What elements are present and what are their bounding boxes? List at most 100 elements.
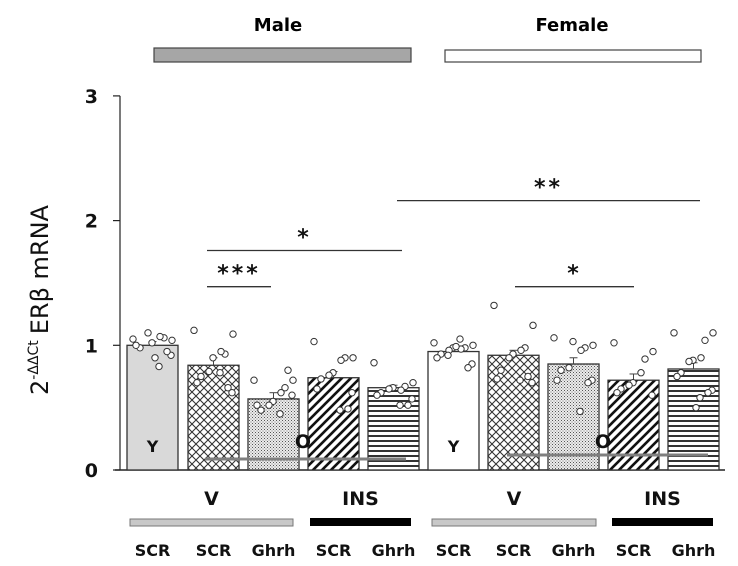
data-point [349, 354, 357, 362]
y-axis-label: 2-ΔΔCt ERβ mRNA [26, 204, 54, 395]
data-point [257, 406, 265, 414]
y-tick-label: 1 [85, 335, 98, 357]
treatment-label: INS [342, 488, 379, 510]
data-point [452, 342, 460, 351]
data-point [129, 335, 137, 343]
data-point [228, 388, 236, 397]
data-point [404, 401, 412, 409]
data-point [313, 385, 321, 393]
data-point [565, 364, 573, 372]
category-label: SCR [196, 541, 232, 560]
data-point [325, 371, 333, 379]
data-point [709, 329, 717, 337]
data-point [704, 388, 712, 397]
bar [667, 368, 720, 471]
data-point [310, 337, 318, 346]
data-point [610, 339, 618, 347]
data-point [289, 376, 297, 384]
significance-label: * [297, 226, 312, 251]
data-point [516, 376, 524, 384]
group-bar-female [444, 49, 702, 63]
age-label: Y [447, 437, 460, 456]
data-point [209, 354, 217, 362]
data-point [670, 329, 678, 337]
data-point [229, 330, 237, 338]
significance-markers: ******* [207, 176, 700, 288]
svg-text:2-ΔΔCtERβ mRNA: 2-ΔΔCt ERβ mRNA [26, 204, 54, 395]
treatment-label: V [507, 488, 522, 510]
y-axis-label-superscript: -ΔΔCt [26, 340, 42, 380]
data-point [490, 301, 498, 310]
data-point [584, 379, 592, 387]
data-point [317, 375, 325, 383]
significance-label: ** [534, 176, 563, 201]
data-point [373, 391, 381, 399]
data-point [497, 366, 505, 374]
y-tick-label: 3 [85, 86, 98, 108]
y-axis-label-main: ERβ mRNA [26, 204, 54, 334]
age-label: Y [146, 437, 159, 456]
data-point [144, 329, 152, 337]
data-point [577, 346, 585, 354]
data-point [430, 339, 438, 347]
data-point [205, 367, 213, 376]
data-point [163, 347, 171, 356]
data-point [385, 385, 393, 393]
category-label: Ghrh [372, 541, 416, 560]
category-label: Ghrh [552, 541, 596, 560]
data-point [505, 354, 513, 362]
data-point [493, 375, 501, 383]
data-point [168, 336, 176, 345]
data-point [397, 386, 405, 394]
data-point [190, 326, 198, 335]
data-point [132, 341, 140, 349]
data-point [528, 379, 536, 387]
data-point [576, 407, 584, 416]
treatment-label: INS [644, 488, 681, 510]
data-point [250, 376, 258, 384]
data-point [288, 391, 296, 399]
data-point [685, 357, 693, 366]
data-point [553, 376, 561, 384]
data-point [396, 401, 404, 409]
data-point [253, 401, 261, 409]
age-label: O [595, 431, 611, 453]
data-point [701, 336, 709, 345]
data-point [469, 341, 477, 349]
treatment-label: V [204, 488, 219, 510]
data-point [151, 354, 159, 362]
age-label: O [295, 431, 311, 453]
data-point [524, 372, 532, 381]
category-label: SCR [616, 541, 652, 560]
data-point [348, 388, 356, 397]
data-point [284, 366, 292, 374]
data-point [277, 388, 285, 397]
data-point [408, 395, 416, 403]
data-point [557, 366, 565, 374]
data-point [337, 356, 345, 364]
data-point [697, 354, 705, 362]
data-point [336, 406, 344, 414]
data-point [197, 372, 205, 381]
data-point [456, 335, 464, 343]
group-bar-male [153, 47, 412, 63]
category-label: SCR [496, 541, 532, 560]
treatment-bar [310, 518, 411, 526]
data-point [281, 383, 289, 392]
category-label: Ghrh [252, 541, 296, 560]
bar [427, 350, 480, 471]
data-point [409, 379, 417, 387]
x-axis-labels: V INS V INS SCR SCR Ghrh SCR Ghrh SCR SCR Ghrh SCR Gh… [129, 488, 715, 560]
data-point [637, 369, 645, 377]
bars [126, 301, 720, 471]
significance-label: *** [217, 262, 261, 287]
data-point [155, 362, 163, 371]
treatment-bar [431, 518, 597, 527]
data-point [696, 393, 704, 402]
data-point [613, 388, 621, 397]
data-point [224, 383, 232, 392]
y-tick-label: 2 [85, 211, 98, 233]
data-point [550, 334, 558, 342]
data-point [517, 346, 525, 354]
